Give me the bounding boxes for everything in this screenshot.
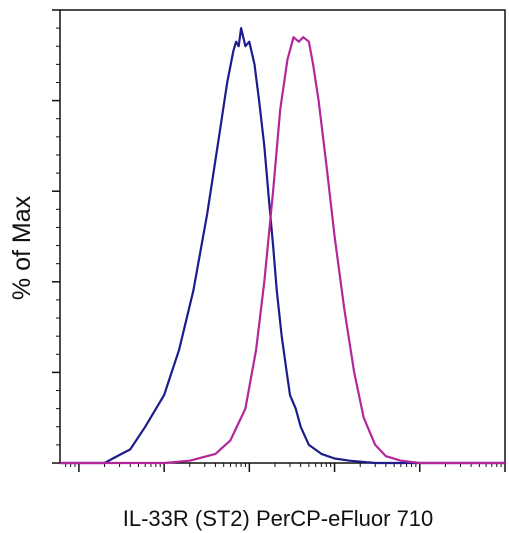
- x-axis-label: IL-33R (ST2) PerCP-eFluor 710: [123, 506, 434, 531]
- series-line-1: [60, 27, 505, 465]
- plot-axes: [52, 9, 506, 472]
- series-layer: [60, 27, 505, 465]
- y-axis-label: % of Max: [8, 195, 36, 300]
- series-line-2: [60, 36, 505, 465]
- plot-frame: [59, 9, 506, 464]
